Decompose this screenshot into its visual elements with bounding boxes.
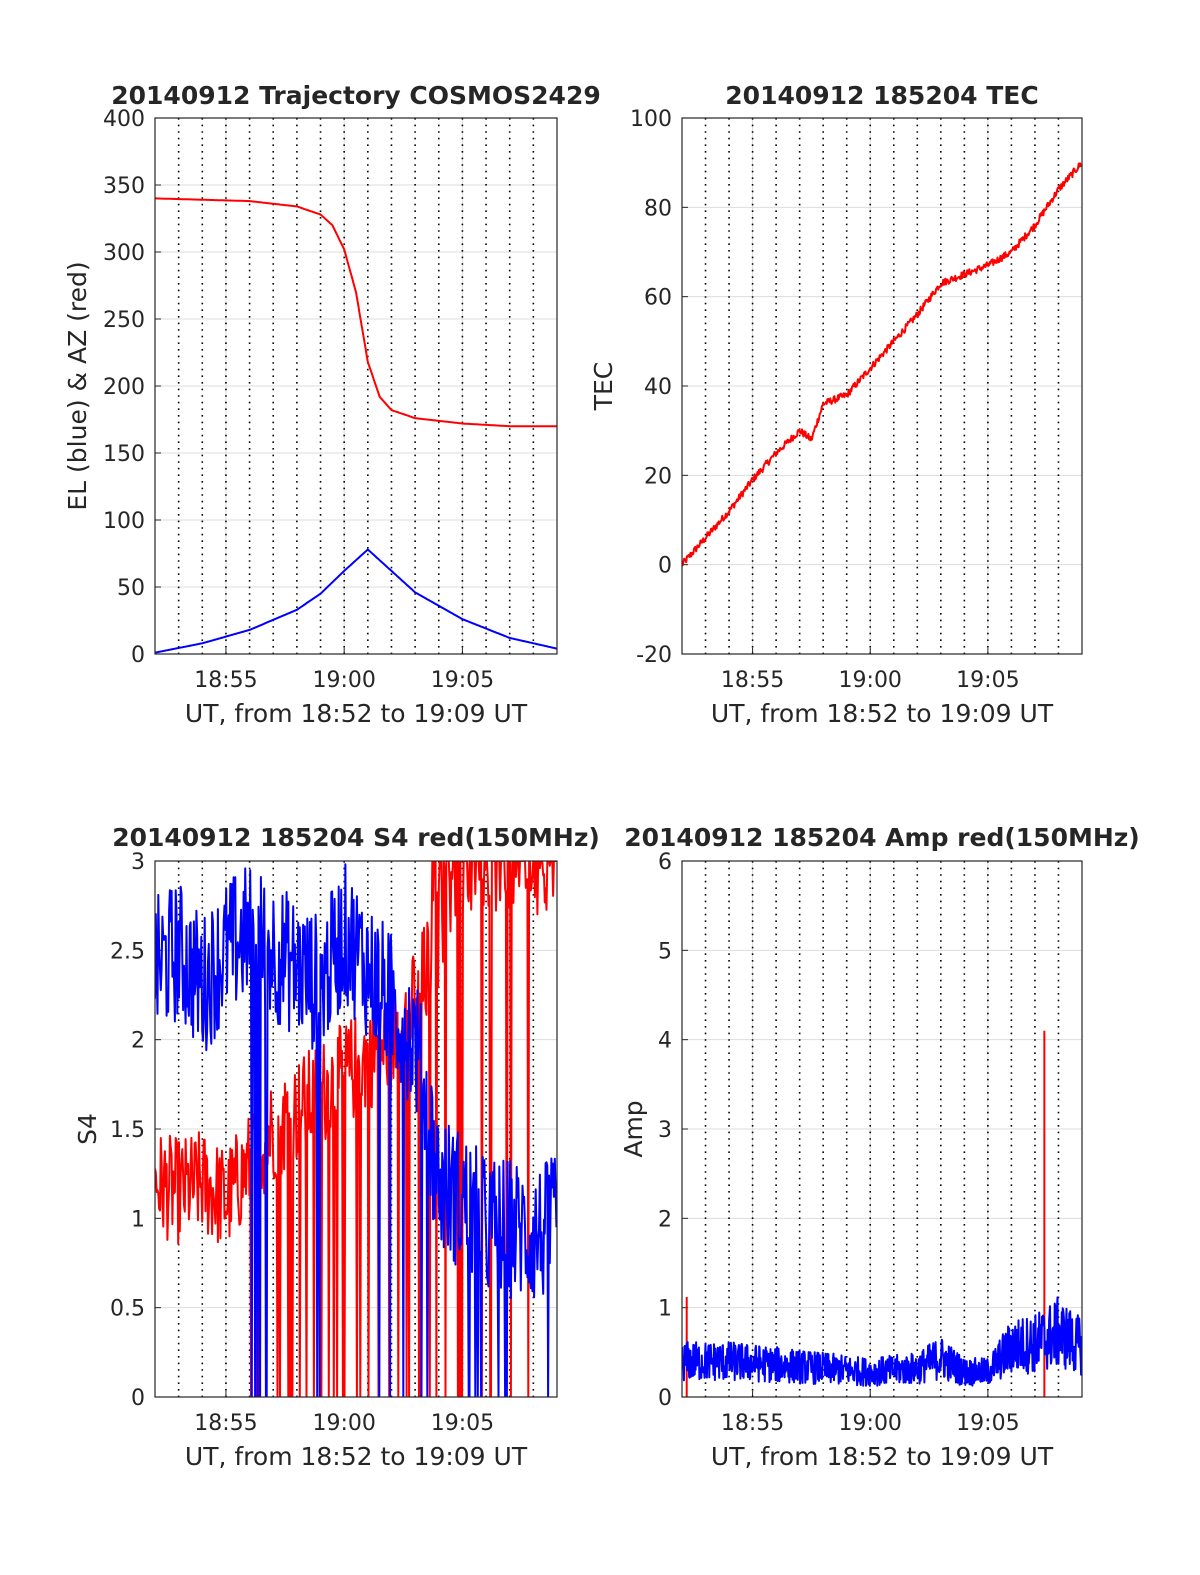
- y-tick-label: 0.5: [110, 1297, 145, 1322]
- series-line-blue: [155, 548, 557, 654]
- y-tick-label: 100: [630, 107, 672, 132]
- tec-title: 20140912 185204 TEC: [725, 81, 1038, 110]
- x-tick-label: 19:05: [431, 668, 494, 693]
- series-line-red: [155, 861, 557, 1397]
- y-tick-label: 200: [103, 375, 145, 400]
- axes-box: [681, 860, 1083, 1398]
- axes-box: [154, 860, 558, 1398]
- y-tick-label: 0: [131, 643, 145, 668]
- x-tick-label: 19:00: [839, 1411, 902, 1436]
- y-tick-label: 1: [131, 1207, 145, 1232]
- y-tick-label: 2.5: [110, 939, 145, 964]
- y-tick-label: 300: [103, 241, 145, 266]
- tec-panel: 20140912 185204 TEC UT, from 18:52 to 19…: [589, 81, 1083, 728]
- y-tick-label: 1: [658, 1297, 672, 1322]
- s4-ylabel: S4: [73, 1113, 102, 1145]
- trajectory-plot-area: 0 50 100 150 200 250 300 350 400 18:55 19:00 19:05: [103, 107, 558, 693]
- tec-ylabel: TEC: [589, 362, 618, 412]
- amp-plot-area: 0 1 2 3 4 5 6 18:55 19:00 19:05: [658, 850, 1083, 1436]
- trajectory-xlabel: UT, from 18:52 to 19:09 UT: [185, 699, 528, 728]
- y-tick-label: 150: [103, 442, 145, 467]
- trajectory-title: 20140912 Trajectory COSMOS2429: [111, 81, 601, 110]
- x-tick-label: 19:05: [956, 1411, 1019, 1436]
- amp-ylabel: Amp: [619, 1100, 648, 1157]
- y-tick-label: 80: [644, 196, 672, 221]
- y-tick-label: 6: [658, 850, 672, 875]
- axes-box: [154, 117, 558, 655]
- x-tick-label: 18:55: [194, 1411, 257, 1436]
- y-tick-label: 250: [103, 308, 145, 333]
- y-tick-label: 0: [658, 1386, 672, 1411]
- x-tick-label: 18:55: [721, 668, 784, 693]
- y-tick-label: 0: [131, 1386, 145, 1411]
- trajectory-ylabel: EL (blue) & AZ (red): [63, 261, 92, 510]
- y-tick-label: 20: [644, 464, 672, 489]
- x-tick-label: 19:05: [431, 1411, 494, 1436]
- series-line-blue: [155, 863, 557, 1397]
- tec-plot-area: -20 0 20 40 60 80 100 18:55 19:00 19:05: [630, 107, 1083, 693]
- y-tick-label: -20: [636, 643, 672, 668]
- series-line-red: [155, 197, 557, 428]
- x-tick-label: 19:00: [839, 668, 902, 693]
- s4-plot-area: 0 0.5 1 1.5 2 2.5 3 18:55 19:00 19:05: [110, 850, 558, 1436]
- y-tick-label: 2: [658, 1207, 672, 1232]
- x-tick-label: 19:05: [956, 668, 1019, 693]
- y-tick-label: 40: [644, 375, 672, 400]
- y-tick-label: 3: [658, 1118, 672, 1143]
- y-tick-label: 0: [658, 554, 672, 579]
- amp-title: 20140912 185204 Amp red(150MHz): [624, 823, 1140, 852]
- trajectory-panel: 20140912 Trajectory COSMOS2429 UT, from …: [63, 81, 601, 728]
- y-tick-label: 1.5: [110, 1118, 145, 1143]
- x-tick-label: 18:55: [721, 1411, 784, 1436]
- y-tick-label: 60: [644, 286, 672, 311]
- axes-box: [681, 117, 1083, 655]
- y-tick-label: 4: [658, 1029, 672, 1054]
- y-tick-label: 2: [131, 1029, 145, 1054]
- y-tick-label: 5: [658, 939, 672, 964]
- y-tick-label: 100: [103, 509, 145, 534]
- y-tick-label: 350: [103, 174, 145, 199]
- y-tick-label: 3: [131, 850, 145, 875]
- series-line-blue: [682, 1296, 1082, 1387]
- y-tick-label: 400: [103, 107, 145, 132]
- amp-panel: 20140912 185204 Amp red(150MHz) UT, from…: [619, 823, 1140, 1471]
- s4-panel: 20140912 185204 S4 red(150MHz) UT, from …: [73, 823, 600, 1471]
- series-line-red: [682, 162, 1082, 567]
- s4-xlabel: UT, from 18:52 to 19:09 UT: [185, 1442, 528, 1471]
- amp-xlabel: UT, from 18:52 to 19:09 UT: [711, 1442, 1054, 1471]
- tec-xlabel: UT, from 18:52 to 19:09 UT: [711, 699, 1054, 728]
- x-tick-label: 19:00: [312, 1411, 375, 1436]
- s4-title: 20140912 185204 S4 red(150MHz): [112, 823, 600, 852]
- x-tick-label: 18:55: [194, 668, 257, 693]
- x-tick-label: 19:00: [312, 668, 375, 693]
- y-tick-label: 50: [117, 576, 145, 601]
